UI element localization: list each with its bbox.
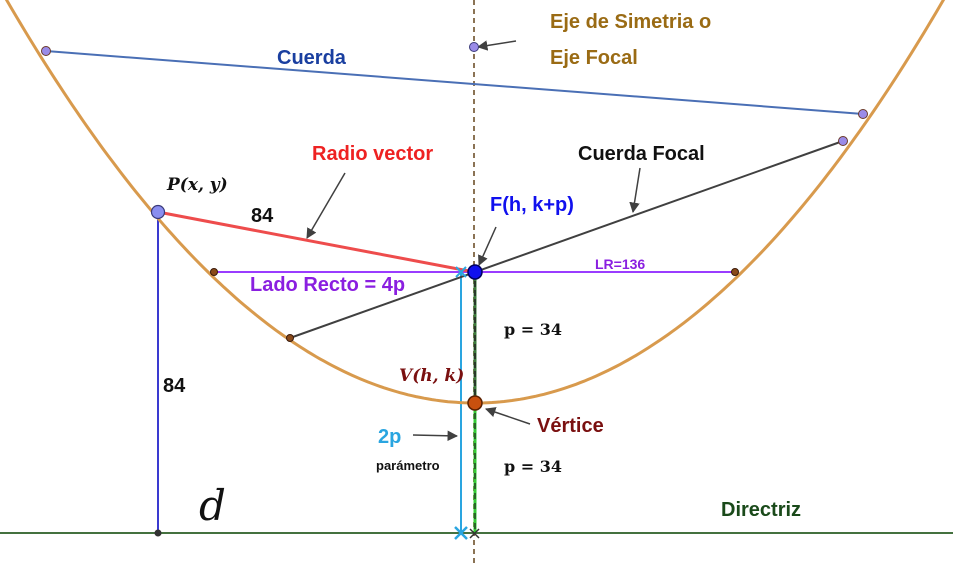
focal-chord-arrow (629, 167, 641, 214)
vertex-label: Vértice (537, 415, 604, 437)
radius-vector-label: Radio vector (312, 143, 433, 165)
two-p-label: 2p (378, 426, 401, 448)
vertex-arrow (485, 407, 531, 425)
axis-title-line2: Eje Focal (550, 47, 638, 69)
chord-label: Cuerda (277, 47, 347, 69)
p-foot-point (154, 529, 162, 537)
p-upper-label: p = 34 (504, 320, 562, 339)
vertical-length-label: 84 (163, 375, 186, 397)
directrix-symbol: d (199, 481, 226, 530)
latus-right-point (731, 268, 739, 276)
axis-directrix-cross (469, 528, 480, 539)
radius-vector-line (157, 210, 475, 274)
radius-vector-arrow (306, 172, 346, 239)
focus-arrow (478, 226, 497, 266)
focus-point-icon (467, 264, 483, 280)
parameter-label: parámetro (376, 458, 440, 473)
lr-value-label: LR=136 (595, 256, 645, 272)
focus-label: F(h, k+p) (490, 194, 574, 216)
focal-chord-top-point (838, 136, 848, 146)
latus-rectum-label: Lado Recto = 4p (250, 274, 405, 296)
latus-left-point (210, 268, 218, 276)
focal-chord-line (289, 140, 844, 339)
directrix-label: Directriz (721, 499, 801, 521)
chord-left-point (41, 46, 51, 56)
vertex-point-icon (467, 395, 483, 411)
point-p-label: P(x, y) (166, 175, 228, 195)
focal-chord-label: Cuerda Focal (578, 143, 705, 165)
axis-title-arrow (476, 40, 517, 51)
point-p (150, 204, 166, 220)
p-lower-label: p = 34 (504, 457, 562, 476)
vertex-coords-label: V(h, k) (399, 366, 464, 386)
two-p-arrow (412, 430, 459, 442)
radius-length-label: 84 (251, 205, 274, 227)
axis-point (469, 42, 479, 52)
two-p-top-cross (455, 266, 467, 278)
two-p-bottom-cross (454, 526, 468, 540)
axis-title-line1: Eje de Simetria o (550, 11, 711, 33)
focal-chord-bottom-point (286, 334, 294, 342)
chord-right-point (858, 109, 868, 119)
chord-line (45, 50, 864, 115)
